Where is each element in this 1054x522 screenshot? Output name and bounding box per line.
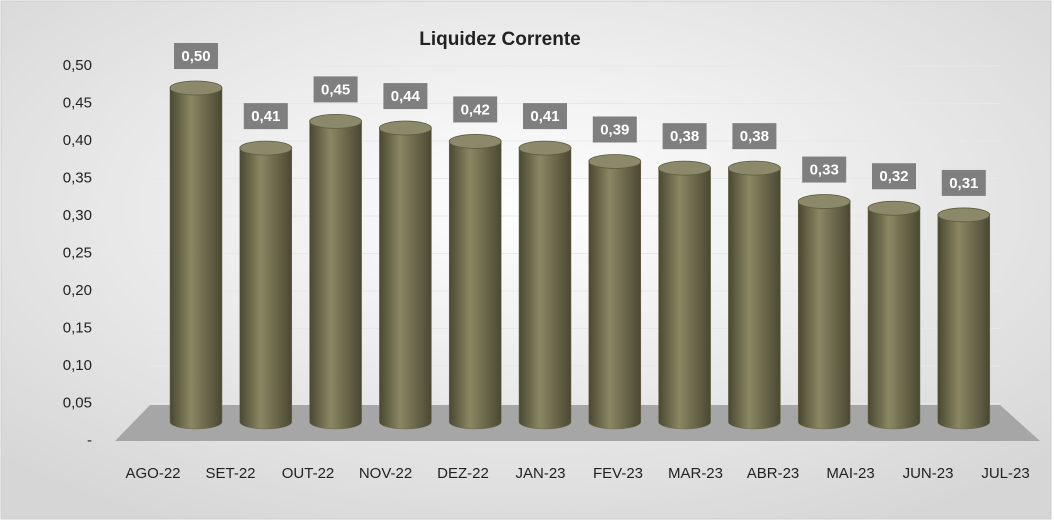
bar	[518, 140, 572, 430]
y-tick-label: 0,20	[63, 282, 92, 299]
data-label: 0,38	[670, 128, 699, 145]
y-tick-label: 0,10	[63, 357, 92, 374]
y-tick-label: 0,05	[63, 394, 92, 411]
x-tick-label: SET-22	[205, 465, 255, 482]
cylinder-top	[378, 120, 432, 136]
x-tick-label: ABR-23	[747, 465, 800, 482]
data-label-box	[174, 43, 218, 69]
cylinder-top	[867, 200, 921, 216]
cylinder-body	[239, 147, 293, 430]
y-tick-label: 0,15	[63, 319, 92, 336]
data-label-box	[243, 103, 288, 130]
data-label-box	[592, 116, 637, 143]
x-tick-label: MAI-23	[826, 465, 874, 482]
bar	[448, 134, 502, 430]
cylinder-body	[867, 207, 921, 430]
x-tick-label: OUT-22	[282, 465, 335, 482]
x-tick-label: JUL-23	[981, 465, 1029, 482]
cylinder-top	[728, 160, 781, 176]
data-label: 0,50	[181, 48, 210, 65]
cylinder-top	[448, 134, 502, 149]
cylinder-body	[518, 147, 572, 430]
data-label: 0,45	[321, 81, 350, 98]
data-label-box	[383, 83, 428, 110]
bar	[658, 160, 711, 430]
bar	[728, 160, 781, 430]
y-tick-label: 0,30	[63, 207, 92, 224]
bar	[378, 120, 432, 430]
y-tick-label: 0,50	[63, 57, 92, 74]
data-label: 0,41	[251, 108, 280, 125]
data-label-box	[523, 103, 567, 130]
data-label: 0,42	[461, 101, 490, 118]
cylinder-top	[169, 80, 223, 96]
x-tick-label: MAR-23	[668, 465, 723, 482]
cylinder-body	[169, 87, 223, 430]
x-tick-label: NOV-22	[359, 465, 412, 482]
cylinder-body	[728, 167, 781, 430]
bar	[309, 114, 363, 430]
data-label: 0,44	[391, 88, 421, 105]
data-label: 0,31	[949, 175, 978, 192]
data-label-box	[313, 76, 358, 103]
cylinder-top	[239, 140, 293, 156]
cylinder-body	[658, 167, 711, 430]
data-label-box	[941, 169, 986, 196]
cylinder-body	[588, 161, 642, 430]
x-tick-label: DEZ-22	[437, 465, 489, 482]
y-tick-label: 0,40	[63, 132, 92, 149]
data-label-box	[872, 163, 916, 190]
y-tick-label: -	[87, 432, 92, 449]
bar	[239, 140, 293, 430]
cylinder-top	[797, 194, 851, 209]
x-tick-label: FEV-23	[593, 465, 643, 482]
bar	[937, 207, 991, 430]
data-label: 0,41	[530, 108, 559, 125]
data-label-box	[802, 156, 847, 183]
cylinder-body	[309, 121, 362, 430]
x-tick-label: AGO-22	[125, 465, 180, 482]
data-label: 0,33	[810, 162, 839, 179]
data-label-box	[453, 96, 498, 123]
y-tick-label: 0,45	[63, 94, 92, 111]
data-label: 0,38	[740, 128, 769, 145]
x-tick-label: JAN-23	[515, 465, 565, 482]
data-label-box	[662, 123, 707, 150]
cylinder-top	[937, 207, 991, 223]
cylinder-body	[379, 127, 432, 430]
cylinder-top	[309, 114, 363, 129]
data-label-box	[732, 123, 777, 150]
y-tick-label: 0,35	[63, 169, 92, 186]
data-label: 0,39	[600, 121, 629, 138]
chart-title: Liquidez Corrente	[419, 29, 581, 50]
bar	[797, 194, 851, 430]
data-label: 0,32	[879, 168, 908, 185]
bar	[588, 154, 642, 430]
x-tick-label: JUN-23	[903, 465, 954, 482]
bar	[169, 80, 223, 430]
cylinder-body	[797, 201, 851, 430]
cylinder-body	[448, 141, 502, 430]
cylinder-body	[937, 214, 991, 430]
cylinder-top	[658, 160, 711, 176]
bar	[867, 200, 921, 430]
cylinder-top	[588, 154, 642, 169]
cylinder-top	[518, 140, 572, 156]
y-tick-label: 0,25	[63, 244, 92, 261]
